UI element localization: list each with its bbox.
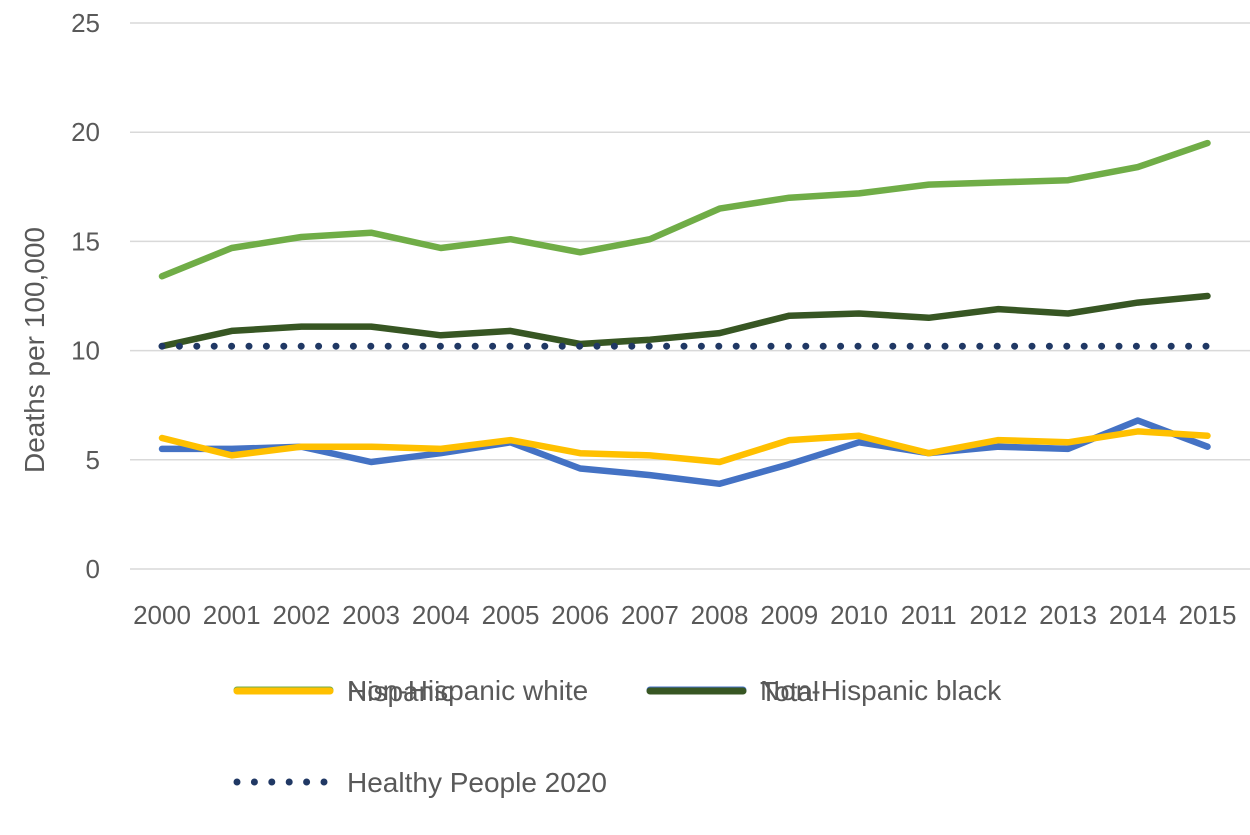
x-tick-label: 2007	[621, 600, 679, 630]
gridlines	[130, 22, 1250, 570]
x-tick-label: 2000	[133, 600, 191, 630]
legend-label-healthy-people-2020: Healthy People 2020	[347, 767, 607, 798]
x-tick-label: 2011	[901, 600, 957, 630]
x-tick-label: 2014	[1109, 600, 1167, 630]
series-line-hispanic	[158, 428, 1211, 466]
legend-label-non-hispanic-black: Non-Hispanic black	[760, 675, 1002, 706]
x-tick-label: 2013	[1039, 600, 1097, 630]
legend-label-non-hispanic-white: Non-Hispanic white	[347, 675, 588, 706]
legend-item-healthy-people-2020: Healthy People 2020	[233, 767, 607, 798]
series-line-non-hispanic-black	[158, 417, 1211, 488]
y-tick-label: 5	[86, 445, 100, 475]
x-tick-label: 2008	[691, 600, 749, 630]
x-tick-label: 2001	[203, 600, 261, 630]
y-tick-label: 15	[71, 226, 100, 256]
x-tick-label: 2012	[969, 600, 1027, 630]
x-tick-label: 2010	[830, 600, 888, 630]
y-tick-labels: 0 5 10 15 20 25	[71, 8, 100, 584]
x-tick-label: 2009	[760, 600, 818, 630]
y-tick-label: 10	[71, 336, 100, 366]
x-tick-label: 2002	[272, 600, 330, 630]
y-tick-label: 20	[71, 117, 100, 147]
x-tick-label: 2006	[551, 600, 609, 630]
x-tick-label: 2005	[482, 600, 540, 630]
series-line-non-hispanic-white	[158, 139, 1211, 280]
x-tick-labels: 2000 2001 2002 2003 2004 2005 2006 2007 2008 2009…	[133, 600, 1236, 630]
y-tick-label: 0	[86, 554, 100, 584]
series-lines	[158, 139, 1211, 488]
y-tick-label: 25	[71, 8, 100, 38]
series-line-total	[158, 292, 1211, 350]
legend-label-hispanic: Hispanic	[347, 676, 454, 707]
legend-label-total: Total	[760, 676, 819, 707]
legend: Non-Hispanic white Non-Hispanic black Hisp…	[233, 675, 1002, 798]
x-tick-label: 2003	[342, 600, 400, 630]
y-axis-title: Deaths per 100,000	[19, 227, 50, 473]
x-tick-label: 2015	[1179, 600, 1237, 630]
legend-item-total: Total	[646, 676, 819, 707]
x-tick-label: 2004	[412, 600, 470, 630]
legend-item-hispanic: Hispanic	[233, 676, 454, 707]
